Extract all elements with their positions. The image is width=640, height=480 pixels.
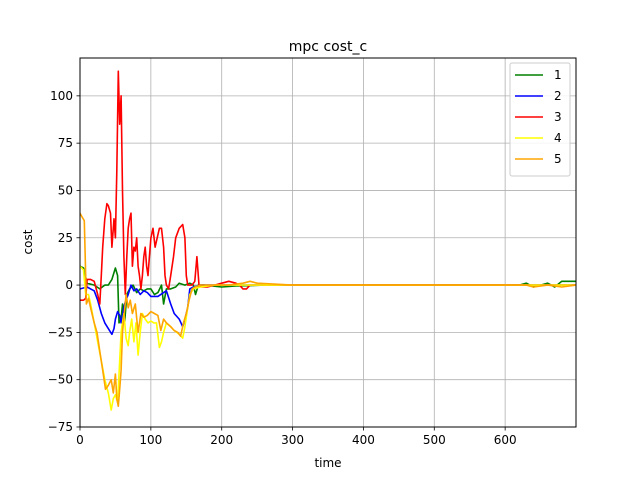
y-tick-label: 0 (65, 278, 73, 292)
x-tick-label: 400 (352, 433, 375, 447)
legend-label-5: 5 (554, 152, 562, 166)
legend: 1 2 3 4 5 (509, 62, 571, 177)
y-tick-label: −25 (48, 325, 73, 339)
y-tick-label: 75 (58, 136, 73, 150)
chart-title: mpc cost_c (289, 39, 367, 55)
y-tick-label: 50 (58, 183, 73, 197)
y-tick-label: −75 (48, 420, 73, 434)
x-tick-label: 600 (494, 433, 517, 447)
legend-label-3: 3 (554, 110, 562, 124)
y-axis-label: cost (21, 229, 35, 254)
y-tick-label: 100 (50, 89, 73, 103)
series-line-5 (80, 212, 576, 407)
x-tick-label: 300 (281, 433, 304, 447)
y-tick-label: −50 (48, 373, 73, 387)
x-tick-label: 500 (423, 433, 446, 447)
axis-ticks: 0 100 200 300 400 500 600 −75 −50 −25 0 25 50 75 100 (48, 89, 517, 447)
x-tick-label: 200 (210, 433, 233, 447)
plot-frame (79, 57, 577, 428)
x-axis-label: time (314, 456, 341, 470)
series-lines (80, 70, 576, 411)
x-tick-label: 100 (139, 433, 162, 447)
x-tick-label: 0 (76, 433, 84, 447)
legend-label-2: 2 (554, 89, 562, 103)
legend-box (509, 62, 571, 177)
y-tick-label: 25 (58, 231, 73, 245)
legend-label-4: 4 (554, 131, 562, 145)
legend-label-1: 1 (554, 68, 562, 82)
